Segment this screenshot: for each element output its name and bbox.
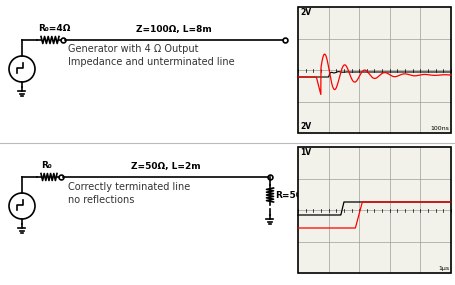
Text: no reflections: no reflections	[68, 195, 134, 205]
Text: 100ns: 100ns	[429, 126, 448, 131]
Bar	[298, 7, 450, 133]
Text: R₀: R₀	[41, 161, 51, 170]
Bar	[298, 7, 450, 133]
Text: Z=100Ω, L=8m: Z=100Ω, L=8m	[136, 25, 212, 34]
Text: Impedance and unterminated line: Impedance and unterminated line	[68, 57, 234, 67]
Text: 2V: 2V	[299, 8, 310, 17]
Text: 1μs: 1μs	[437, 266, 448, 271]
Text: 2V: 2V	[299, 122, 310, 131]
Text: Correctly terminated line: Correctly terminated line	[68, 182, 190, 192]
Text: R=50Ω: R=50Ω	[274, 190, 309, 200]
Text: 1V: 1V	[299, 148, 310, 157]
Bar	[298, 147, 450, 273]
Bar	[298, 147, 450, 273]
Text: R₀=4Ω: R₀=4Ω	[38, 24, 70, 33]
Text: Z=50Ω, L=2m: Z=50Ω, L=2m	[131, 162, 200, 171]
Text: Generator with 4 Ω Output: Generator with 4 Ω Output	[68, 44, 198, 54]
